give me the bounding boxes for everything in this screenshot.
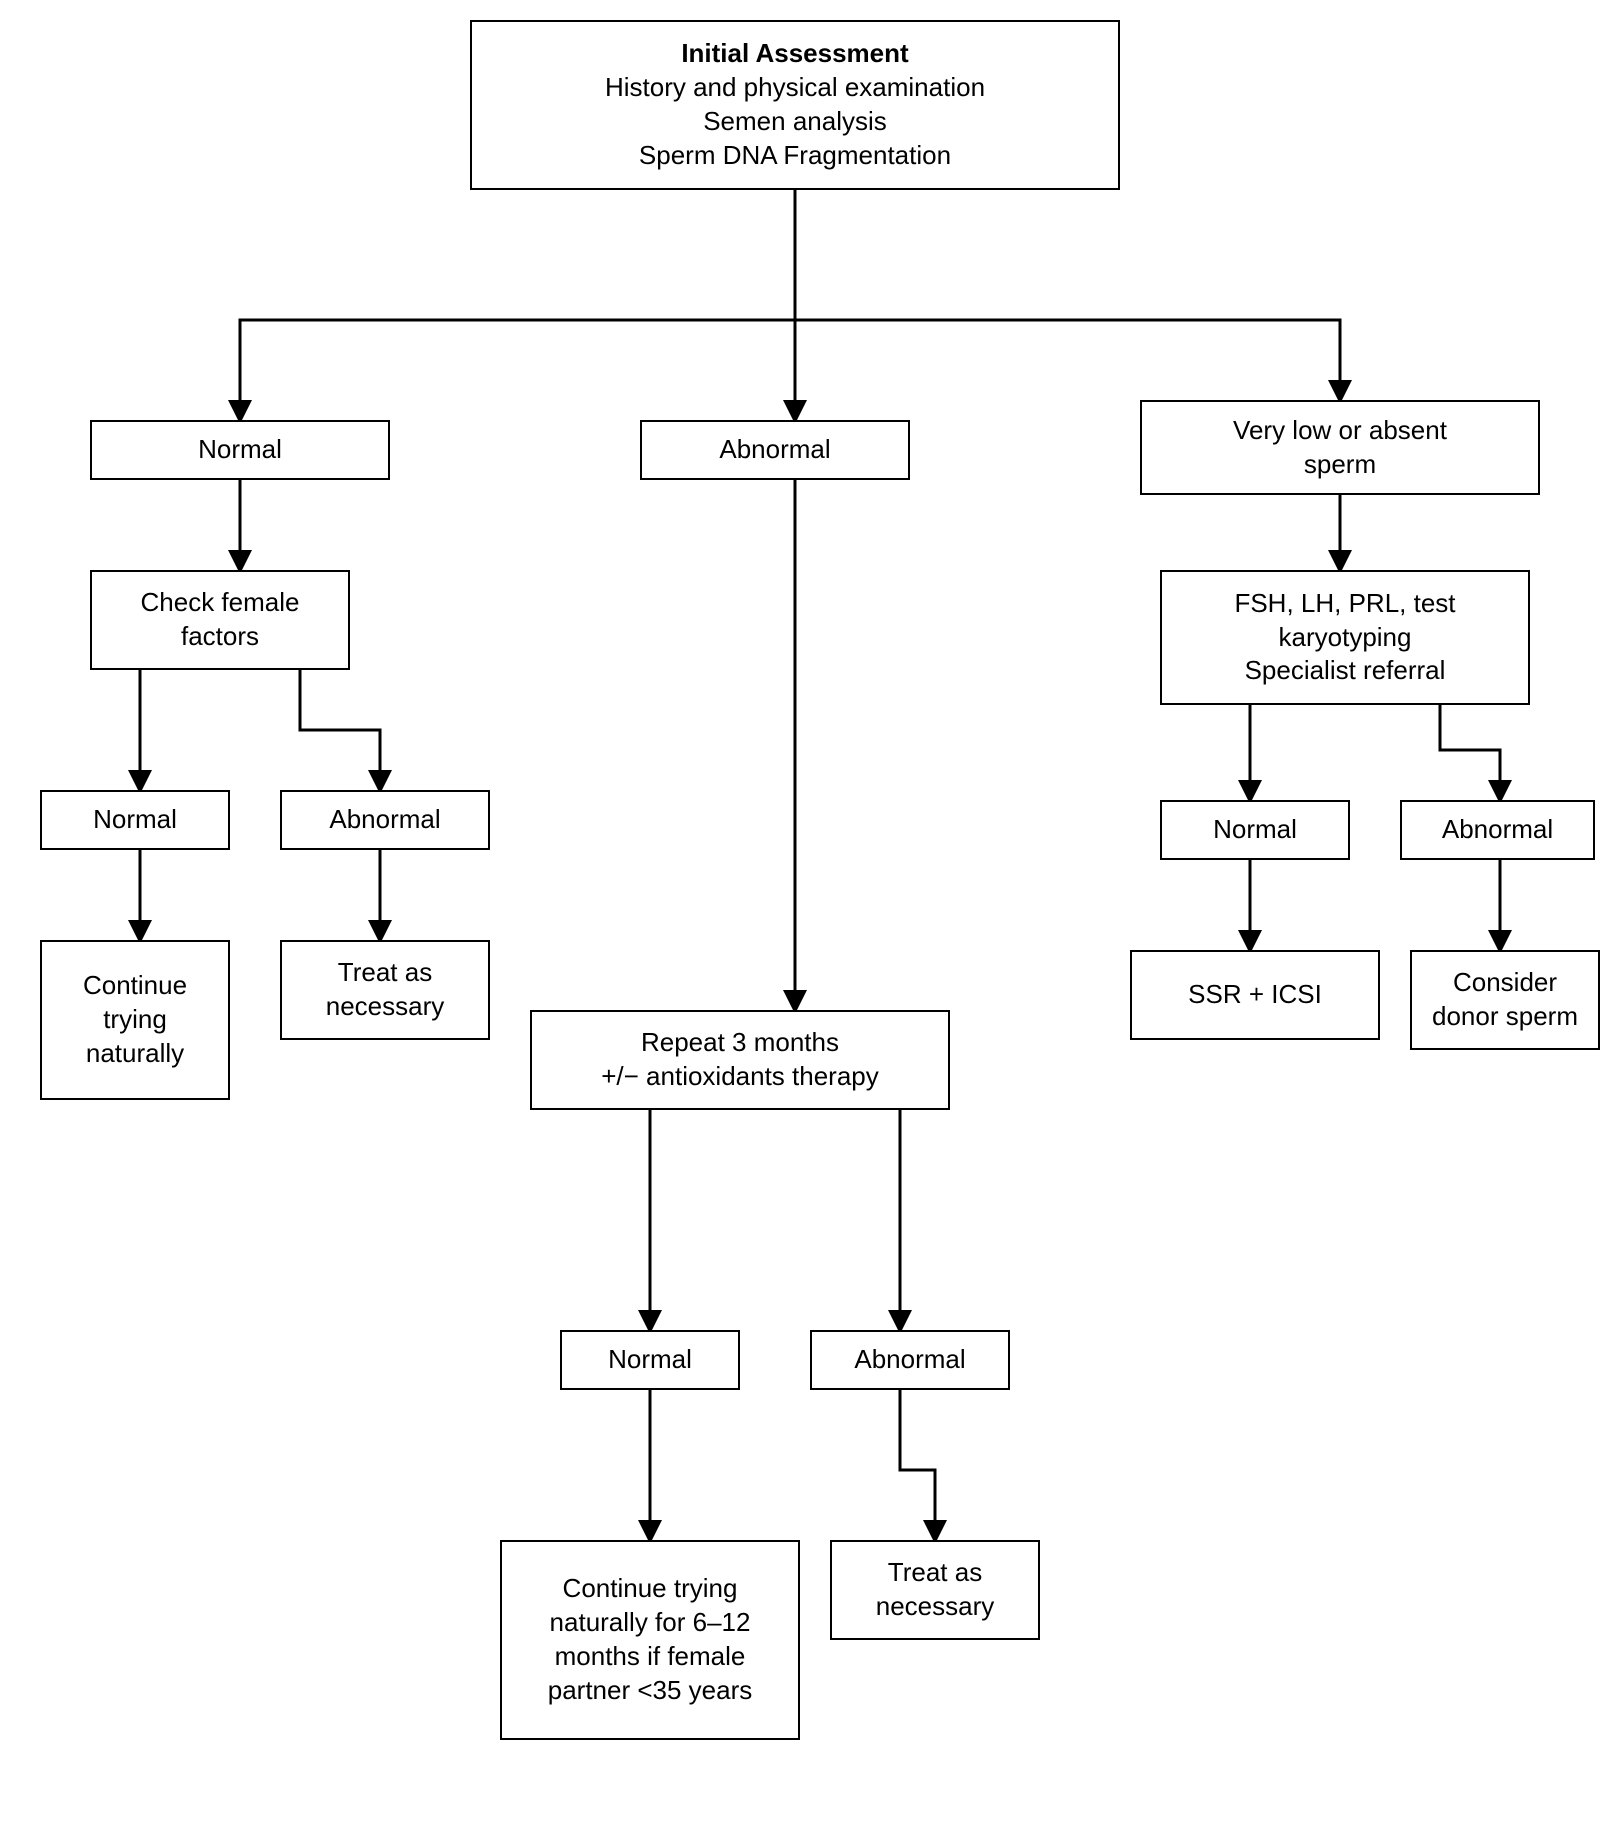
node-fsh: FSH, LH, PRL, testkaryotypingSpecialist … [1160, 570, 1530, 705]
node-line: Normal [93, 803, 177, 837]
node-line: partner <35 years [548, 1674, 753, 1708]
node-abnormal_c: Abnormal [640, 420, 910, 480]
node-line: necessary [876, 1590, 995, 1624]
node-line: Abnormal [719, 433, 830, 467]
node-line: Normal [608, 1343, 692, 1377]
node-treat_l: Treat asnecessary [280, 940, 490, 1040]
node-line: Abnormal [854, 1343, 965, 1377]
node-line: Normal [198, 433, 282, 467]
node-line: donor sperm [1432, 1000, 1578, 1034]
node-continue612: Continue tryingnaturally for 6–12months … [500, 1540, 800, 1740]
node-line: SSR + ICSI [1188, 978, 1322, 1012]
node-treat_c: Treat asnecessary [830, 1540, 1040, 1640]
node-normal_l: Normal [90, 420, 390, 480]
node-check_female: Check femalefactors [90, 570, 350, 670]
flowchart-canvas: Initial AssessmentHistory and physical e… [0, 0, 1608, 1822]
node-line: trying [103, 1003, 167, 1037]
node-continue_try: Continuetryingnaturally [40, 940, 230, 1100]
node-line: +/− antioxidants therapy [601, 1060, 879, 1094]
node-line: Sperm DNA Fragmentation [639, 139, 951, 173]
node-line: Normal [1213, 813, 1297, 847]
node-ssr: SSR + ICSI [1130, 950, 1380, 1040]
node-normal_r: Normal [1160, 800, 1350, 860]
node-root: Initial AssessmentHistory and physical e… [470, 20, 1120, 190]
node-line: Specialist referral [1245, 654, 1446, 688]
node-line: FSH, LH, PRL, test [1234, 587, 1455, 621]
edges-layer [0, 0, 1608, 1822]
node-line: naturally for 6–12 [550, 1606, 751, 1640]
node-line: factors [181, 620, 259, 654]
node-line: karyotyping [1279, 621, 1412, 655]
node-line: necessary [326, 990, 445, 1024]
node-line: sperm [1304, 448, 1376, 482]
node-line: Continue [83, 969, 187, 1003]
node-abnormal_lr: Abnormal [280, 790, 490, 850]
node-line: Abnormal [1442, 813, 1553, 847]
node-line: Abnormal [329, 803, 440, 837]
node-normal_cl: Normal [560, 1330, 740, 1390]
node-line: Continue trying [563, 1572, 738, 1606]
node-line: Treat as [338, 956, 432, 990]
node-repeat3: Repeat 3 months+/− antioxidants therapy [530, 1010, 950, 1110]
node-donor: Considerdonor sperm [1410, 950, 1600, 1050]
edge-11 [1440, 705, 1500, 800]
edge-6 [300, 670, 380, 790]
edge-17 [900, 1390, 935, 1540]
node-line: Very low or absent [1233, 414, 1447, 448]
node-line: Semen analysis [703, 105, 887, 139]
node-line: months if female [555, 1640, 746, 1674]
edge-0 [240, 190, 795, 420]
node-line: Repeat 3 months [641, 1026, 839, 1060]
node-abnormal_cr: Abnormal [810, 1330, 1010, 1390]
node-line: Consider [1453, 966, 1557, 1000]
node-normal_ll: Normal [40, 790, 230, 850]
node-verylow: Very low or absentsperm [1140, 400, 1540, 495]
edge-2 [795, 190, 1340, 400]
node-line: History and physical examination [605, 71, 985, 105]
node-line: Check female [141, 586, 300, 620]
node-abnormal_r: Abnormal [1400, 800, 1595, 860]
node-title: Initial Assessment [681, 37, 908, 71]
node-line: Treat as [888, 1556, 982, 1590]
node-line: naturally [86, 1037, 184, 1071]
